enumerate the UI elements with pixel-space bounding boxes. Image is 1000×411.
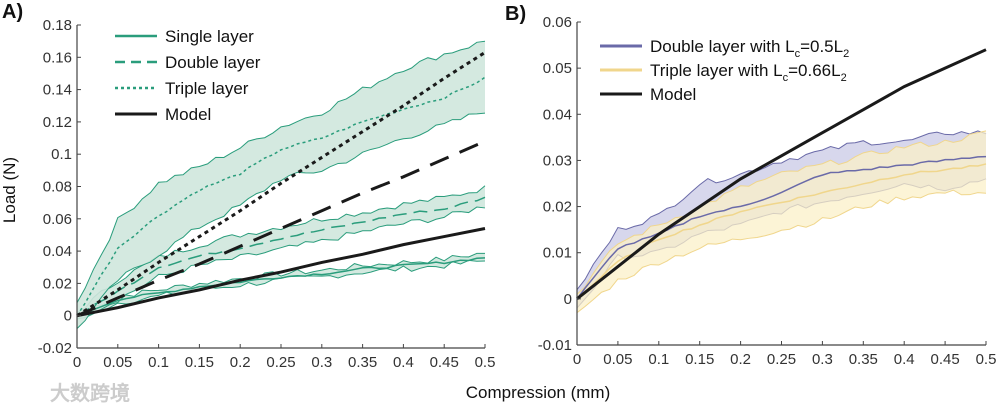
band-upper-edge <box>576 130 987 295</box>
panel-b: B) 0 0.05 0.1 0.15 0.2 0.25 0.3 0.35 0.4 0.45 0.5 -0… <box>505 3 996 368</box>
legend-label: Double layer <box>165 53 261 72</box>
legend-label: Single layer <box>165 27 254 46</box>
legend-label: Double layer with Lc=0.5L2 <box>650 37 849 60</box>
x-tick-label: 0.3 <box>812 351 833 368</box>
legend-text: =0.66L <box>788 61 840 80</box>
band-upper-edge <box>76 40 486 304</box>
band-upper-edge <box>76 252 486 313</box>
series-line <box>76 196 486 317</box>
series-line <box>76 227 486 318</box>
legend-subscript: c <box>783 72 789 84</box>
x-tick-label: 0.35 <box>348 354 377 371</box>
y-tick-label: 0.06 <box>543 14 572 31</box>
series-line <box>576 48 987 301</box>
legend-text: Triple layer with L <box>650 61 783 80</box>
y-tick-label: 0.08 <box>43 179 72 196</box>
y-tick-label: 0.01 <box>543 245 572 262</box>
y-tick-label: 0.12 <box>43 114 72 131</box>
series-line <box>76 76 486 317</box>
x-tick-label: 0.45 <box>930 351 959 368</box>
y-tick-label: 0.02 <box>543 199 572 216</box>
y-tick-label: 0.02 <box>43 275 72 292</box>
panel-label: A) <box>2 1 23 23</box>
series-line <box>76 257 486 317</box>
x-tick-label: 0.4 <box>894 351 915 368</box>
x-tick-label: 0.3 <box>311 354 332 371</box>
x-tick-label: 0.05 <box>103 354 132 371</box>
x-tick-label: 0.5 <box>976 351 997 368</box>
series-line <box>576 155 987 300</box>
watermark: 大数跨境 <box>50 381 130 405</box>
y-tick-label: 0.05 <box>543 60 572 77</box>
y-tick-label: 0 <box>564 291 572 308</box>
x-tick-label: 0.15 <box>685 351 714 368</box>
legend-label: Model <box>650 85 696 104</box>
x-tick-label: 0.5 <box>475 354 496 371</box>
legend-label: Model <box>165 105 211 124</box>
series-line <box>76 139 486 318</box>
y-tick-label: 0.16 <box>43 49 72 66</box>
y-tick-label: 0.03 <box>543 152 572 169</box>
legend-text: Double layer with L <box>650 37 795 56</box>
x-tick-label: 0.4 <box>393 354 414 371</box>
x-tick-label: 0.35 <box>849 351 878 368</box>
confidence-band <box>77 185 485 319</box>
band-upper-edge <box>576 130 987 290</box>
x-tick-label: 0.1 <box>648 351 669 368</box>
y-tick-label: 0.06 <box>43 211 72 228</box>
legend-subscript: 2 <box>841 72 847 84</box>
x-axis-label: Compression (mm) <box>466 383 611 402</box>
y-tick-label: 0.04 <box>43 243 72 260</box>
y-tick-label: -0.02 <box>38 340 72 357</box>
legend-label: Triple layer with Lc=0.66L2 <box>650 61 847 84</box>
y-tick-label: 0.14 <box>43 82 72 99</box>
series-line <box>76 51 486 317</box>
x-tick-label: 0.15 <box>185 354 214 371</box>
x-tick-label: 0.45 <box>430 354 459 371</box>
band-lower-edge <box>76 112 486 329</box>
y-tick-label: -0.01 <box>538 337 572 354</box>
x-tick-label: 0.25 <box>767 351 796 368</box>
y-tick-label: 0.18 <box>43 17 72 34</box>
panel-label: B) <box>505 3 526 25</box>
legend-subscript: 2 <box>843 48 849 60</box>
x-tick-label: 0 <box>73 354 81 371</box>
x-tick-label: 0.1 <box>148 354 169 371</box>
x-tick-label: 0.05 <box>603 351 632 368</box>
y-tick-label: 0.04 <box>543 106 572 123</box>
x-tick-label: 0.2 <box>230 354 251 371</box>
y-axis-label: Load (N) <box>0 157 19 223</box>
band-lower-edge <box>576 189 987 314</box>
confidence-band <box>577 130 986 313</box>
x-tick-label: 0.25 <box>266 354 295 371</box>
legend-label: Triple layer <box>165 79 249 98</box>
confidence-band <box>77 41 485 329</box>
y-tick-label: 0.1 <box>51 146 72 163</box>
x-tick-label: 0 <box>573 351 581 368</box>
x-tick-label: 0.2 <box>730 351 751 368</box>
legend-text: =0.5L <box>800 37 843 56</box>
y-tick-label: 0 <box>64 308 72 325</box>
panel-a: A) 0 0.05 0.1 0.15 0.2 0.25 0.3 0.35 0.4 0.45 0.5 -0… <box>2 1 495 371</box>
legend-subscript: c <box>795 48 801 60</box>
